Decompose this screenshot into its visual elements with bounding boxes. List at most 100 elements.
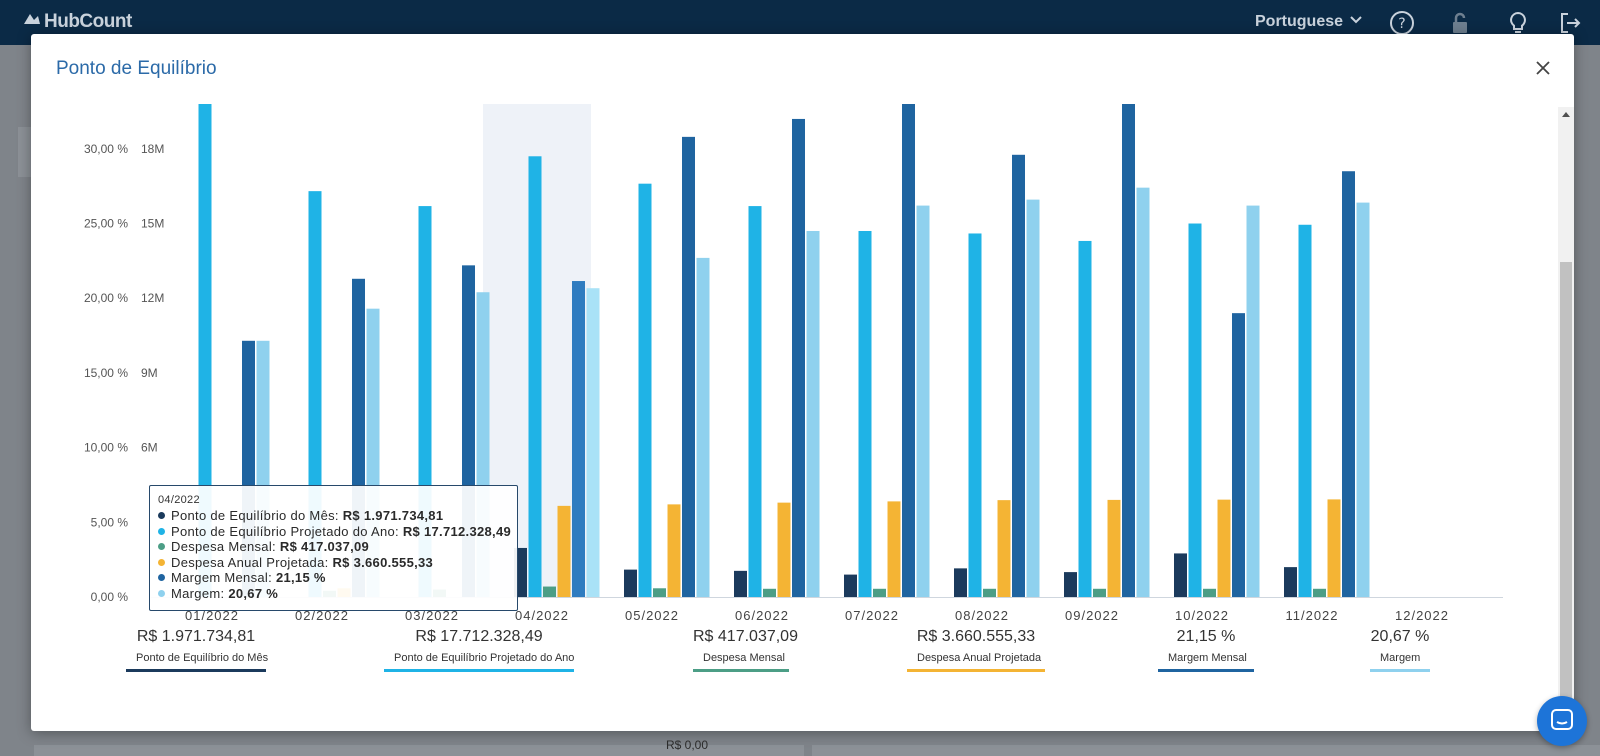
- tooltip-value: 21,15 %: [275, 570, 326, 585]
- bar-margem: [586, 288, 600, 597]
- y-axis-right-tick: 15M: [141, 217, 164, 231]
- app-logo[interactable]: HubCount: [22, 10, 132, 33]
- x-axis-tick: 06/2022: [735, 608, 789, 623]
- background-card: [812, 745, 1600, 756]
- summary-margem-mensal[interactable]: 21,15 % Margem Mensal: [1158, 628, 1254, 672]
- x-axis-tick: 08/2022: [955, 608, 1009, 623]
- legend-dot: [158, 589, 165, 597]
- chat-button[interactable]: [1537, 696, 1587, 746]
- summary-value: 20,67 %: [1370, 628, 1430, 645]
- x-axis-tick: 11/2022: [1285, 608, 1338, 623]
- bar-ponto-mes: [1284, 567, 1297, 597]
- bar-despesa-mensal: [763, 588, 776, 597]
- y-axis-left-tick: 10,00 %: [84, 441, 128, 455]
- legend-dot: [158, 574, 165, 581]
- tooltip-row: Margem: 20,67 %: [158, 586, 509, 602]
- legend-dot: [158, 512, 165, 519]
- bar-ponto-mes: [954, 568, 967, 597]
- bar-ponto-ano: [1298, 224, 1312, 597]
- y-axis-right-tick: 6M: [141, 441, 158, 455]
- logout-icon[interactable]: [1557, 10, 1583, 36]
- language-selector[interactable]: Portuguese: [1255, 13, 1363, 31]
- svg-text:?: ?: [1398, 16, 1405, 32]
- y-axis-right-tick: 9M: [141, 366, 158, 380]
- tooltip-row: Despesa Anual Projetada: R$ 3.660.555,33: [158, 555, 509, 571]
- close-icon[interactable]: [1529, 54, 1557, 82]
- bar-ponto-ano: [858, 230, 872, 597]
- bar-ponto-ano: [1078, 240, 1092, 597]
- bar-despesa-anual: [667, 504, 681, 597]
- y-axis-left-tick: 15,00 %: [84, 366, 128, 380]
- bar-despesa-anual: [887, 501, 901, 597]
- x-axis-tick: 02/2022: [295, 608, 349, 623]
- tooltip-value: R$ 417.037,09: [279, 539, 370, 554]
- summary-value: R$ 1.971.734,81: [136, 628, 256, 645]
- bar-margem-mensal: [792, 118, 805, 597]
- logo-icon: [24, 14, 40, 24]
- tooltip-row: Despesa Mensal: R$ 417.037,09: [158, 539, 509, 555]
- language-label: Portuguese: [1255, 13, 1344, 30]
- tooltip-label: Ponto de Equilíbrio do Mês:: [171, 508, 339, 523]
- scroll-thumb[interactable]: [1560, 262, 1572, 731]
- bar-margem: [806, 230, 820, 597]
- unlock-icon[interactable]: [1447, 10, 1473, 36]
- bar-margem-mensal: [1232, 313, 1245, 597]
- tooltip-label: Despesa Anual Projetada:: [171, 554, 329, 570]
- bar-margem: [1026, 199, 1040, 597]
- bar-margem: [1356, 202, 1370, 597]
- summary-ponto-mes[interactable]: R$ 1.971.734,81 Ponto de Equilíbrio do M…: [126, 628, 268, 672]
- bar-despesa-mensal: [653, 588, 666, 597]
- summary-margem[interactable]: 20,67 % Margem: [1370, 628, 1430, 672]
- summary-label: Ponto de Equilíbrio do Mês: [126, 652, 268, 672]
- lightbulb-icon[interactable]: [1505, 10, 1531, 36]
- summary-label: Margem: [1370, 652, 1430, 672]
- bar-ponto-ano: [1188, 223, 1202, 598]
- chat-icon: [1551, 709, 1573, 730]
- bar-margem-mensal: [572, 281, 585, 597]
- summary-value: R$ 17.712.328,49: [415, 628, 543, 645]
- tooltip-value: R$ 17.712.328,49: [402, 523, 512, 539]
- modal-title: Ponto de Equilíbrio: [56, 58, 217, 79]
- y-axis-right-tick: 12M: [141, 291, 164, 305]
- bar-despesa-anual: [557, 505, 571, 597]
- scroll-up-arrow-icon[interactable]: [1562, 112, 1570, 117]
- summary-ponto-ano[interactable]: R$ 17.712.328,49 Ponto de Equilíbrio Pro…: [384, 628, 574, 672]
- break-even-modal: Ponto de Equilíbrio 0,00 % 5,00 % 10,00 % 1…: [31, 34, 1574, 731]
- background-value: R$ 0,00: [666, 738, 709, 752]
- tooltip-label: Despesa Mensal:: [171, 539, 276, 554]
- bar-despesa-anual: [1107, 499, 1121, 597]
- bar-despesa-mensal: [1313, 588, 1326, 597]
- bar-despesa-mensal: [873, 588, 886, 597]
- summary-label: Margem Mensal: [1158, 652, 1254, 672]
- legend-dot: [158, 543, 165, 550]
- bar-ponto-mes: [624, 569, 637, 597]
- tooltip-row: Ponto de Equilíbrio do Mês: R$ 1.971.734…: [158, 508, 509, 524]
- bar-ponto-ano: [748, 206, 762, 597]
- y-axis-left-tick: 20,00 %: [84, 291, 128, 305]
- bar-margem: [1136, 187, 1150, 598]
- tooltip-label: Margem:: [171, 585, 225, 601]
- bar-margem: [916, 205, 930, 597]
- summary-label: Ponto de Equilíbrio Projetado do Ano: [384, 652, 574, 672]
- y-axis-left-tick: 30,00 %: [84, 142, 128, 156]
- summary-despesa-anual[interactable]: R$ 3.660.555,33 Despesa Anual Projetada: [907, 628, 1045, 672]
- bar-despesa-anual: [1327, 499, 1341, 597]
- bar-ponto-mes: [1064, 572, 1077, 597]
- bar-margem: [1246, 205, 1260, 597]
- x-axis-tick: 04/2022: [515, 608, 569, 623]
- y-axis-left-tick: 0,00 %: [91, 590, 129, 604]
- bar-margem-mensal: [1342, 171, 1355, 597]
- bar-margem-mensal: [1122, 104, 1135, 597]
- bar-margem: [696, 257, 710, 597]
- tooltip-value: 20,67 %: [228, 585, 279, 601]
- background-card: [34, 745, 804, 756]
- x-axis-tick: 10/2022: [1175, 608, 1229, 623]
- tooltip-value: R$ 1.971.734,81: [342, 508, 444, 523]
- bar-ponto-mes: [844, 574, 857, 597]
- summary-despesa-mensal[interactable]: R$ 417.037,09 Despesa Mensal: [693, 628, 798, 672]
- chart-tooltip: 04/2022 Ponto de Equilíbrio do Mês: R$ 1…: [149, 485, 518, 611]
- modal-scrollbar[interactable]: [1558, 107, 1574, 731]
- bar-ponto-mes: [734, 570, 747, 597]
- x-axis-tick: 07/2022: [845, 608, 899, 623]
- help-icon[interactable]: ?: [1389, 10, 1415, 36]
